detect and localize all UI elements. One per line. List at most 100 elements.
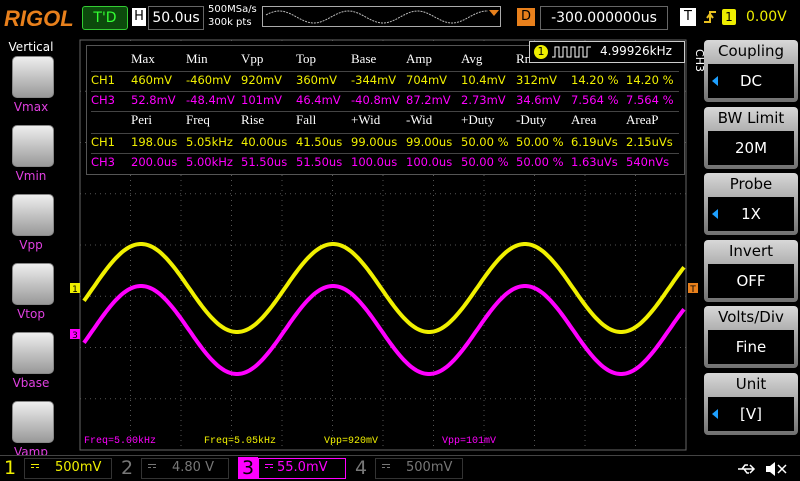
menu-button[interactable]: Unit [V] xyxy=(704,372,798,435)
menu-value: DC xyxy=(708,64,794,98)
sample-rate: 500MSa/s xyxy=(208,4,257,15)
menu-label: Vmax xyxy=(13,100,49,114)
trigger-source: 1 xyxy=(722,9,736,25)
channel-scale-box[interactable]: 4.80 V xyxy=(141,458,229,479)
status-icons xyxy=(738,462,787,476)
measure-value: 50.00 % xyxy=(461,155,509,169)
measure-value: 6.19uVs xyxy=(571,135,618,149)
menu-title: Invert xyxy=(728,241,774,260)
menu-title: Vertical xyxy=(8,40,54,54)
statistic: Vpp=920mV xyxy=(324,436,379,447)
measure-value: 1.63uVs xyxy=(571,155,618,169)
menu-label: Vbase xyxy=(12,376,50,390)
measure-value: 99.00us xyxy=(351,135,398,149)
measure-value: -460mV xyxy=(186,73,232,87)
menu-button[interactable] xyxy=(12,263,54,305)
coupling-icon xyxy=(382,464,390,468)
measure-value: 87.2mV xyxy=(406,93,451,107)
counter-frequency: 4.99926kHz xyxy=(600,44,672,58)
measure-value: 2.73mV xyxy=(461,93,506,107)
trigger-pos-mark xyxy=(489,10,499,16)
menu-button[interactable]: Coupling DC xyxy=(704,40,798,102)
waveform-area: 1 3 T xyxy=(70,39,698,451)
channel-number: 2 xyxy=(121,457,134,479)
measure-value: 312mV xyxy=(516,73,558,87)
ch1-marker: 1 xyxy=(70,283,80,295)
menu-title: Probe xyxy=(729,175,773,193)
channel-scale-box[interactable]: 500mV xyxy=(375,458,463,479)
measure-value: 540nVs xyxy=(626,155,670,169)
coupling-icon xyxy=(265,464,273,468)
measure-value: 40.00us xyxy=(241,135,288,149)
statistics: Freq=5.00kHz Freq=5.05kHz Vpp=920mV Vpp=101… xyxy=(78,436,698,452)
column-header: Fall xyxy=(296,112,317,127)
measure-value: 7.564 % xyxy=(626,93,674,107)
coupling-icon xyxy=(148,464,156,468)
menu-button[interactable] xyxy=(12,194,54,236)
column-header: Vpp xyxy=(241,51,264,66)
marker-text: 3 xyxy=(72,331,78,341)
measure-value: 14.20 % xyxy=(571,73,619,87)
marker-text: T xyxy=(689,285,696,295)
memory-depth: 300k pts xyxy=(208,17,252,28)
menu-button[interactable]: Volts/Div Fine xyxy=(704,306,798,368)
menu-title: Unit xyxy=(735,374,767,393)
menu-value: 20M xyxy=(708,130,794,165)
measure-value: 41.50us xyxy=(296,135,343,149)
menu-value: OFF xyxy=(708,263,794,298)
statistic: Freq=5.00kHz xyxy=(84,436,157,447)
row-label: CH3 xyxy=(91,93,115,107)
menu-button[interactable]: Probe 1X xyxy=(704,173,798,235)
menu-label: Vtop xyxy=(17,307,45,321)
channel-scale-box[interactable]: 55.0mV xyxy=(258,458,346,479)
measure-value: 2.15uVs xyxy=(626,135,673,149)
menu-value: 1X xyxy=(708,197,794,231)
measure-value: -344mV xyxy=(351,73,397,87)
measure-value: 7.564 % xyxy=(571,93,619,107)
delay-label: D xyxy=(517,8,535,26)
menu-button[interactable] xyxy=(12,125,54,167)
timebase[interactable]: 50.0us xyxy=(148,6,204,30)
menu-button[interactable] xyxy=(12,56,54,98)
channel-scale: 500mV xyxy=(406,460,453,475)
measure-value: 198.0us xyxy=(131,135,178,149)
column-header: Base xyxy=(351,51,377,66)
top-bar: RIGOL T'D H 50.0us 500MSa/s 300k pts D -… xyxy=(0,0,800,38)
marker-box xyxy=(70,283,80,293)
menu-title: Coupling xyxy=(717,42,785,60)
statistic: Vpp=101mV xyxy=(442,436,497,447)
channel-scale-box[interactable]: 500mV xyxy=(24,458,112,479)
column-header: Top xyxy=(296,51,317,66)
row-label: CH3 xyxy=(91,155,115,169)
channel-scale: 55.0mV xyxy=(277,460,328,475)
measure-value: 99.00us xyxy=(406,135,453,149)
column-header: +Duty xyxy=(461,112,495,127)
column-header: Max xyxy=(131,51,155,66)
channel-number: 1 xyxy=(4,457,17,479)
memory-wave xyxy=(265,10,488,24)
left-menu: Vertical Vmax Vmin Vpp Vtop Vbase Vamp xyxy=(0,38,78,459)
measure-value: 704mV xyxy=(406,73,448,87)
row-label: CH1 xyxy=(91,135,115,149)
marker-box xyxy=(70,329,80,339)
menu-button[interactable]: Invert OFF xyxy=(704,239,798,302)
column-header: Amp xyxy=(406,51,432,66)
measure-value: 460mV xyxy=(131,73,173,87)
marker-text: 1 xyxy=(72,285,78,295)
memory-bar xyxy=(262,6,501,27)
select-arrow xyxy=(712,76,718,86)
measure-value: 50.00 % xyxy=(516,155,564,169)
column-header: -Wid xyxy=(406,112,433,127)
column-header: +Wid xyxy=(351,112,381,127)
horizontal-label: H xyxy=(132,8,146,26)
measure-value: -40.8mV xyxy=(351,93,400,107)
grid-frame xyxy=(79,39,687,451)
menu-button[interactable]: BW Limit 20M xyxy=(704,106,798,169)
run-status[interactable]: T'D xyxy=(82,6,128,30)
menu-value: Fine xyxy=(708,330,794,364)
counter-channel: 1 xyxy=(534,45,548,59)
delay[interactable]: -300.000000us xyxy=(540,6,668,30)
menu-button[interactable] xyxy=(12,332,54,374)
menu-button[interactable] xyxy=(12,401,54,443)
logo: RIGOL xyxy=(4,6,74,31)
